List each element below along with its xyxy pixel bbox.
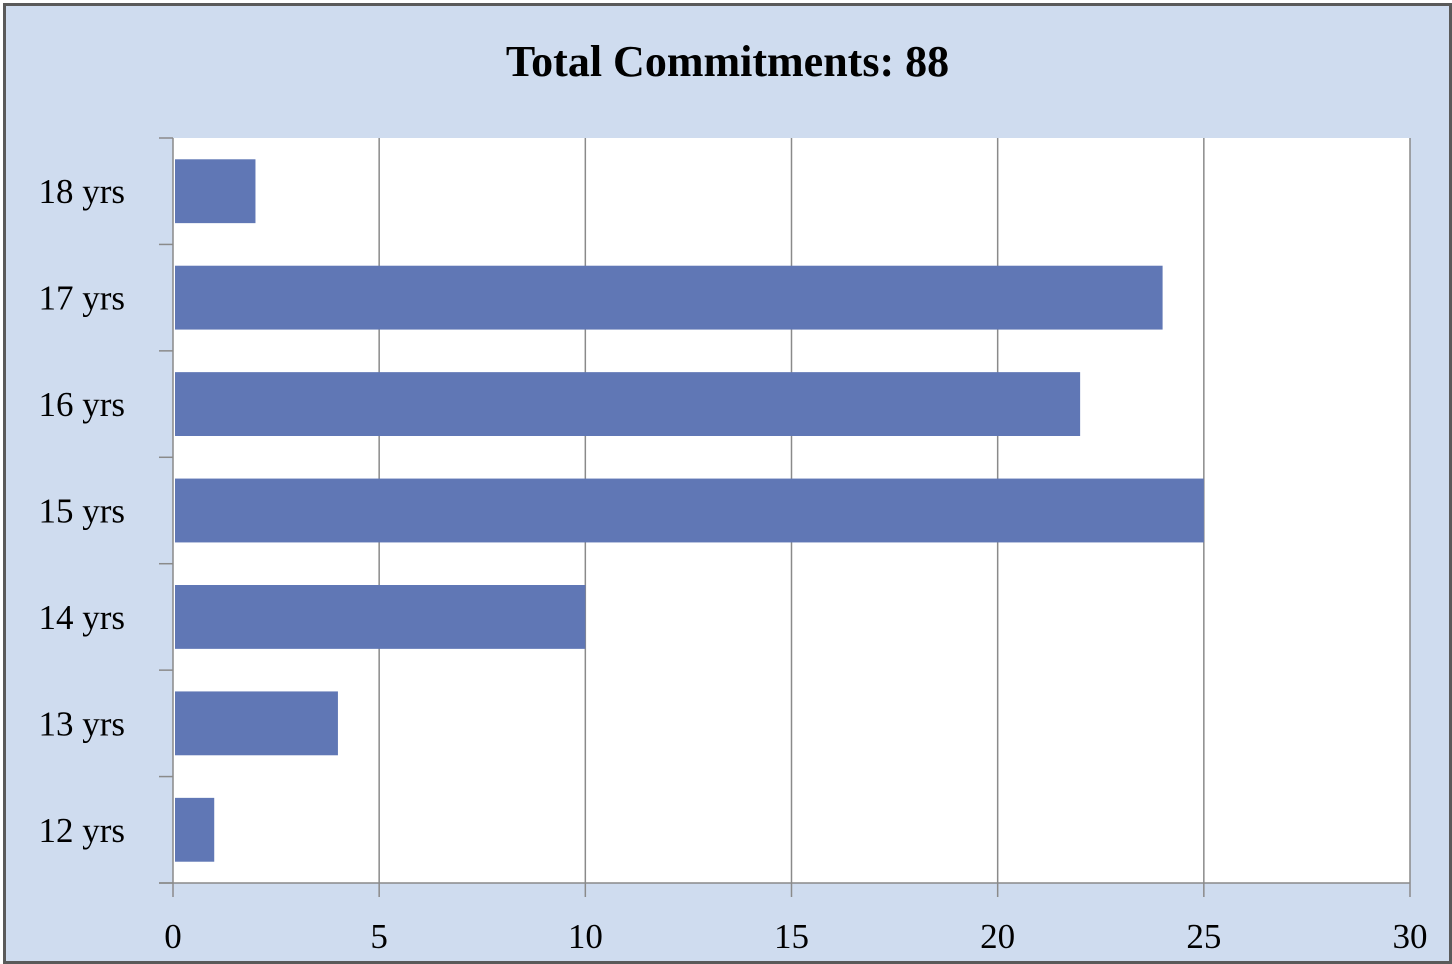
bar-18-yrs <box>175 159 256 224</box>
bar-14-yrs <box>175 585 586 649</box>
y-tick-label: 14 yrs <box>38 598 125 637</box>
y-tick-label: 12 yrs <box>38 811 125 850</box>
bar-16-yrs <box>175 372 1081 436</box>
y-tick-label: 15 yrs <box>38 492 125 531</box>
x-tick-label: 30 <box>1393 917 1428 956</box>
bar-17-yrs <box>175 265 1163 330</box>
chart-title: Total Commitments: 88 <box>505 37 950 86</box>
x-tick-label: 0 <box>164 917 182 956</box>
bars <box>175 159 1204 862</box>
axes <box>159 137 1411 897</box>
bar-13-yrs <box>175 691 338 756</box>
y-tick-label: 17 yrs <box>38 279 125 318</box>
x-tick-label: 25 <box>1186 917 1221 956</box>
bar-15-yrs <box>175 478 1204 543</box>
x-tick-label: 5 <box>370 917 388 956</box>
y-tick-label: 16 yrs <box>38 385 125 424</box>
x-tick-label: 10 <box>568 917 603 956</box>
bar-12-yrs <box>175 797 215 862</box>
y-tick-label: 13 yrs <box>38 704 125 743</box>
y-tick-label: 18 yrs <box>38 172 125 211</box>
tick-labels: 18 yrs 17 yrs 16 yrs 15 yrs 14 yrs 13 yrs 12 y… <box>38 172 1427 956</box>
x-tick-label: 20 <box>980 917 1015 956</box>
x-tick-label: 15 <box>774 917 809 956</box>
